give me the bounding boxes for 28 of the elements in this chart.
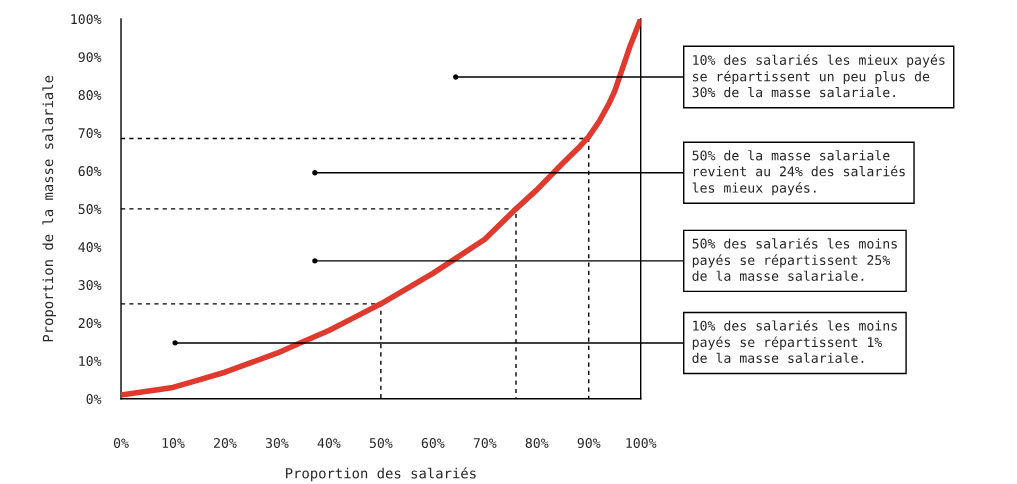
annotation: 50% de la masse salariale revient au 24% des salariés les mieux payés. [692,150,905,196]
x-tick-label: 70% [473,438,497,448]
y-tick-label: 40% [78,242,102,253]
y-tick-label: 100% [71,14,102,25]
x-tick-label: 10% [162,438,185,448]
y-axis-title: Proportion de la masse salariale [42,75,56,342]
annotation: 10% des salariés les mieux payés se répartissent un peu plus de 30% de la masse salariale. [692,54,945,98]
y-tick-label: 60% [78,166,102,177]
y-tick-label: 90% [78,52,102,63]
x-tick-label: 100% [626,438,657,448]
y-tick-label: 50% [78,204,102,215]
y-tick-label: 80% [78,90,102,101]
x-tick-label: 90% [577,438,601,448]
y-tick-label: 0% [86,394,102,405]
annotation: 10% des salariés les moins payés se répartissent 1% de la masse salariale. [692,319,897,363]
x-tick-label: 30% [265,438,289,448]
x-tick-label: 80% [525,438,549,448]
y-tick-label: 20% [78,318,102,329]
x-tick-label: 50% [369,438,393,448]
x-tick-label: 20% [214,438,237,448]
y-tick-label: 30% [78,280,102,291]
x-tick-label: 0% [113,438,129,448]
y-tick-label: 70% [78,128,102,139]
x-tick-label: 60% [421,438,445,448]
annotation: 50% des salariés les moins payés se répartissent 25% de la masse salariale. [692,237,897,281]
x-axis-title: Proportion des salariés [286,467,476,482]
y-tick-label: 10% [79,356,102,367]
x-tick-label: 40% [317,438,341,448]
